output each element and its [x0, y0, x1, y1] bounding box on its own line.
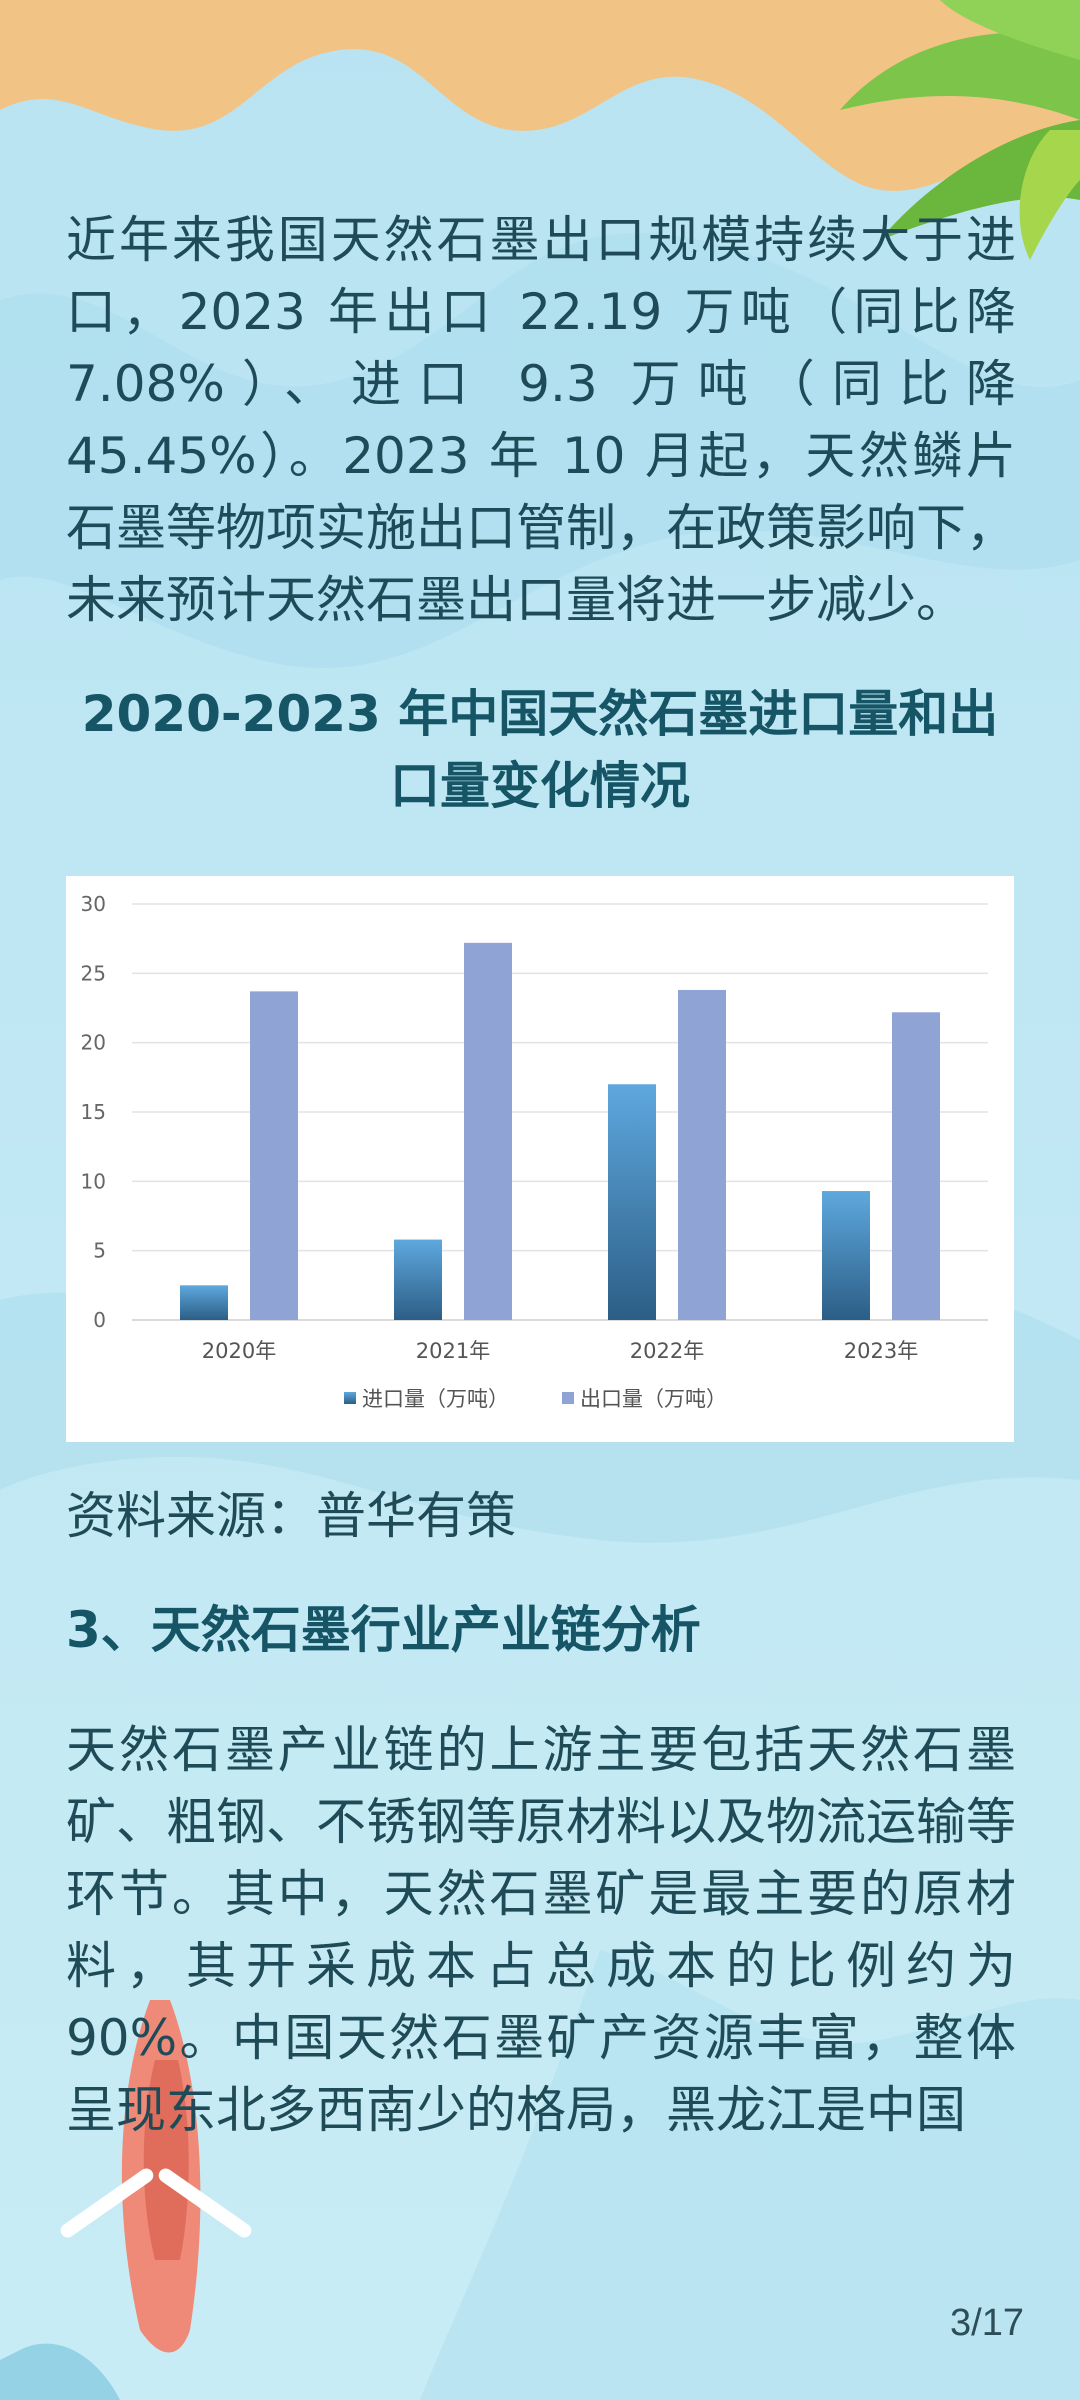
y-tick-label: 0 [93, 1308, 106, 1332]
export-bar [250, 991, 298, 1320]
x-tick-label: 2020年 [202, 1339, 276, 1363]
export-bar [464, 942, 512, 1320]
industry-paragraph: 天然石墨产业链的上游主要包括天然石墨矿、粗钢、不锈钢等原材料以及物流运输等环节。… [66, 1721, 1016, 2139]
legend-swatch-export [562, 1392, 574, 1404]
y-tick-label: 10 [81, 1169, 106, 1193]
chart-title: 2020-2023 年中国天然石墨进口量和出口量变化情况 [81, 685, 999, 815]
import-bar [394, 1239, 442, 1320]
bar-chart: 0 5 10 15 20 25 30 2020年 2021年 2022年 2023年进口量（万吨） 出… [66, 876, 1014, 1442]
x-tick-label: 2022年 [630, 1339, 704, 1363]
y-tick-label: 25 [81, 961, 106, 985]
x-tick-label: 2021年 [416, 1339, 490, 1363]
y-tick-label: 15 [81, 1100, 106, 1124]
legend-label-export: 出口量（万吨） [580, 1387, 727, 1411]
legend-swatch-import [344, 1392, 356, 1404]
page-indicator: 3/17 [950, 2302, 1024, 2344]
import-bar [822, 1191, 870, 1320]
legend-label-import: 进口量（万吨） [362, 1387, 509, 1411]
section-heading: 3、天然石墨行业产业链分析 [66, 1601, 701, 1659]
y-tick-label: 30 [81, 892, 106, 916]
import-bar [608, 1084, 656, 1320]
export-bar [678, 989, 726, 1320]
intro-paragraph: 近年来我国天然石墨出口规模持续大于进口，2023 年出口 22.19 万吨（同比… [66, 211, 1016, 629]
export-bar [892, 1012, 940, 1320]
y-tick-label: 5 [93, 1239, 106, 1263]
x-tick-label: 2023年 [844, 1339, 918, 1363]
y-tick-label: 20 [81, 1031, 106, 1055]
source-label: 资料来源：普华有策 [66, 1487, 516, 1545]
import-bar [180, 1285, 228, 1320]
